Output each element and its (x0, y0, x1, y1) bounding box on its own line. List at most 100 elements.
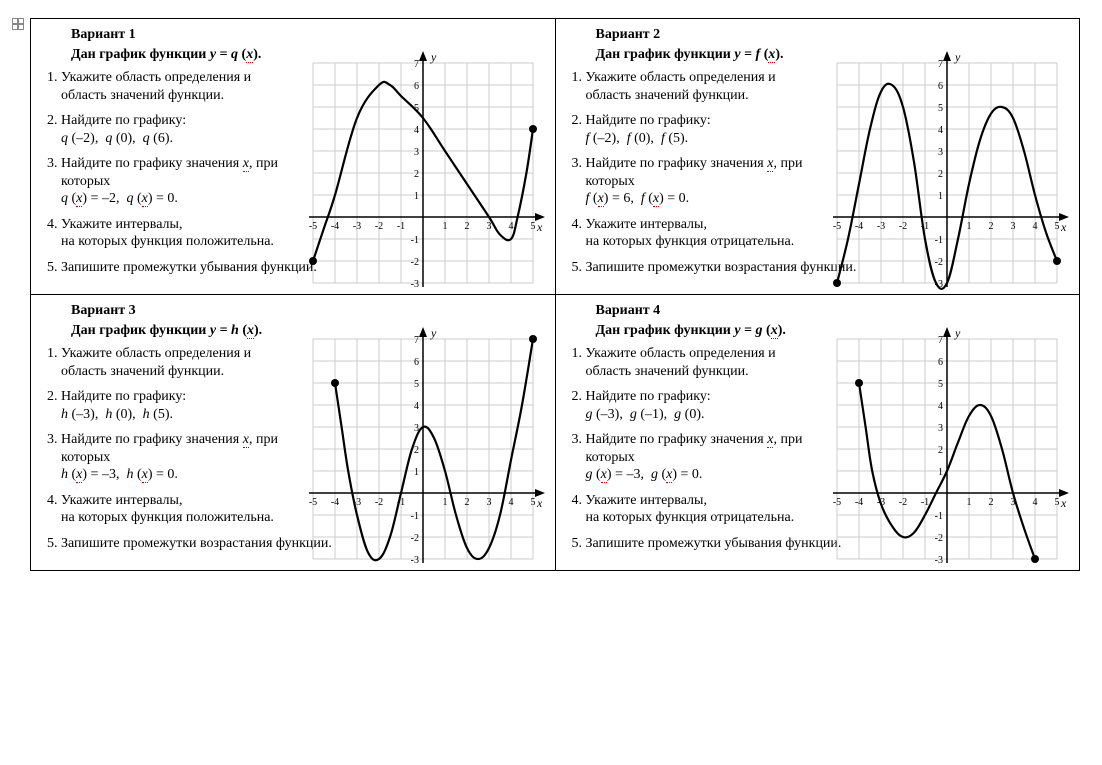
svg-text:-2: -2 (899, 221, 907, 232)
svg-text:1: 1 (442, 221, 447, 232)
svg-text:3: 3 (938, 423, 943, 434)
svg-text:1: 1 (414, 191, 419, 202)
svg-text:5: 5 (530, 221, 535, 232)
svg-text:4: 4 (508, 221, 513, 232)
svg-text:-1: -1 (935, 511, 943, 522)
svg-text:4: 4 (414, 125, 419, 136)
endpoint-dot (855, 379, 863, 387)
variant-title: Вариант 1 (71, 27, 545, 43)
task-item: Найдите по графику значения x, при котор… (61, 431, 296, 484)
svg-text:3: 3 (938, 147, 943, 158)
variant-cell: Вариант 3 Дан график функции y = h (x). … (31, 295, 556, 571)
task-item: Укажите область определения и область зн… (586, 345, 821, 380)
svg-text:-2: -2 (935, 257, 943, 268)
y-axis-label: y (430, 50, 437, 64)
svg-text:7: 7 (938, 335, 943, 346)
endpoint-dot (529, 335, 537, 343)
svg-text:4: 4 (508, 497, 513, 508)
svg-text:-3: -3 (410, 555, 418, 566)
svg-text:-3: -3 (877, 221, 885, 232)
svg-text:6: 6 (414, 357, 419, 368)
function-graph: yx-5-4-3-2-112345-3-2-11234567 (823, 325, 1071, 573)
variant-cell: Вариант 1 Дан график функции y = q (x). … (31, 19, 556, 295)
x-axis-label: x (536, 496, 543, 510)
svg-text:2: 2 (989, 221, 994, 232)
variant-title: Вариант 3 (71, 303, 545, 319)
svg-text:-5: -5 (833, 221, 841, 232)
svg-text:1: 1 (938, 467, 943, 478)
tasks-list: Укажите область определения и область зн… (41, 69, 296, 276)
variant-cell: Вариант 2 Дан график функции y = f (x). … (555, 19, 1080, 295)
svg-text:-1: -1 (410, 511, 418, 522)
svg-text:1: 1 (967, 497, 972, 508)
svg-text:7: 7 (414, 335, 419, 346)
svg-text:-2: -2 (935, 533, 943, 544)
svg-text:-2: -2 (374, 221, 382, 232)
svg-text:-1: -1 (396, 221, 404, 232)
svg-text:2: 2 (414, 169, 419, 180)
task-item: Укажите область определения и область зн… (586, 69, 821, 104)
svg-text:5: 5 (1055, 221, 1060, 232)
tasks-list: Укажите область определения и область зн… (566, 345, 821, 552)
task-item: Укажите область определения и область зн… (61, 345, 296, 380)
svg-text:1: 1 (967, 221, 972, 232)
curve (335, 339, 533, 560)
tasks-list: Укажите область определения и область зн… (41, 345, 296, 552)
task-item: Найдите по графику:f (–2), f (0), f (5). (586, 112, 821, 147)
function-graph: yx-5-4-3-2-112345-3-2-11234567 (823, 49, 1071, 297)
svg-text:-5: -5 (833, 497, 841, 508)
endpoint-dot (1053, 257, 1061, 265)
svg-text:-3: -3 (352, 221, 360, 232)
x-axis-label: x (1060, 220, 1067, 234)
svg-text:2: 2 (414, 445, 419, 456)
svg-text:-3: -3 (935, 555, 943, 566)
endpoint-dot (529, 125, 537, 133)
svg-text:3: 3 (486, 221, 491, 232)
svg-text:5: 5 (938, 379, 943, 390)
svg-text:5: 5 (530, 497, 535, 508)
task-item: Найдите по графику:h (–3), h (0), h (5). (61, 388, 296, 423)
x-axis-label: x (1060, 496, 1067, 510)
endpoint-dot (833, 279, 841, 287)
svg-text:4: 4 (938, 125, 943, 136)
svg-text:-2: -2 (899, 497, 907, 508)
variants-table: Вариант 1 Дан график функции y = q (x). … (30, 18, 1080, 571)
svg-text:1: 1 (414, 467, 419, 478)
svg-text:-4: -4 (855, 221, 863, 232)
y-axis-label: y (430, 326, 437, 340)
variant-title: Вариант 2 (596, 27, 1070, 43)
task-item: Найдите по графику:g (–3), g (–1), g (0)… (586, 388, 821, 423)
svg-text:2: 2 (464, 497, 469, 508)
x-axis-label: x (536, 220, 543, 234)
endpoint-dot (1031, 555, 1039, 563)
svg-text:-3: -3 (410, 279, 418, 290)
task-item: Укажите область определения и область зн… (61, 69, 296, 104)
table-move-handle[interactable] (12, 18, 24, 30)
tasks-list: Укажите область определения и область зн… (566, 69, 821, 276)
svg-text:-1: -1 (921, 497, 929, 508)
svg-text:2: 2 (989, 497, 994, 508)
svg-text:-5: -5 (308, 221, 316, 232)
variant-title: Вариант 4 (596, 303, 1070, 319)
svg-text:-2: -2 (374, 497, 382, 508)
svg-text:7: 7 (414, 59, 419, 70)
svg-text:-4: -4 (330, 497, 338, 508)
svg-text:6: 6 (938, 81, 943, 92)
svg-text:4: 4 (414, 401, 419, 412)
task-item: Найдите по графику значения x, при котор… (586, 431, 821, 484)
task-item: Найдите по графику значения x, при котор… (61, 155, 296, 208)
task-item: Найдите по графику:q (–2), q (0), q (6). (61, 112, 296, 147)
svg-text:-2: -2 (410, 257, 418, 268)
function-graph: yx-5-4-3-2-112345-3-2-11234567 (299, 325, 547, 573)
svg-text:5: 5 (938, 103, 943, 114)
function-graph: yx-5-4-3-2-112345-3-2-11234567 (299, 49, 547, 297)
svg-text:4: 4 (1033, 221, 1038, 232)
endpoint-dot (331, 379, 339, 387)
svg-text:1: 1 (938, 191, 943, 202)
svg-text:4: 4 (938, 401, 943, 412)
task-item: Найдите по графику значения x, при котор… (586, 155, 821, 208)
svg-text:4: 4 (1033, 497, 1038, 508)
y-axis-label: y (954, 326, 961, 340)
svg-text:-5: -5 (308, 497, 316, 508)
svg-text:3: 3 (486, 497, 491, 508)
